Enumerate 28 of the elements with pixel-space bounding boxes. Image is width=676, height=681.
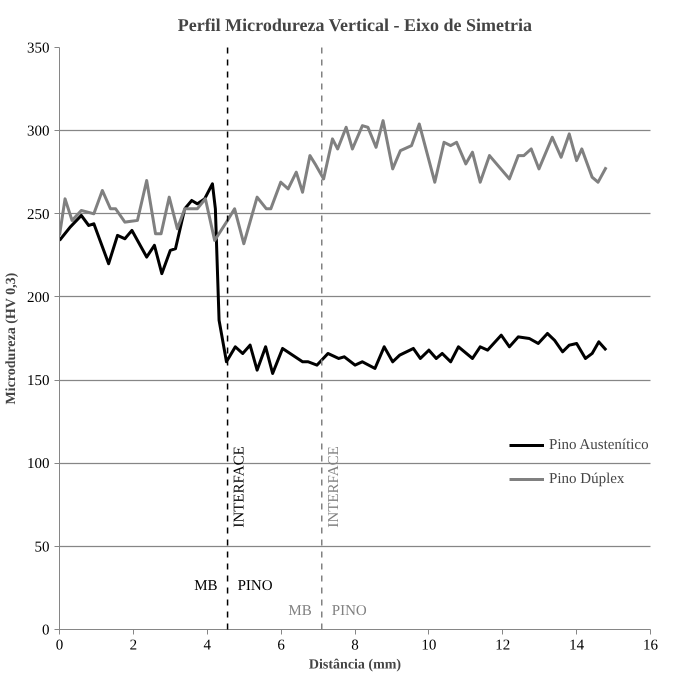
x-tick-label: 16: [643, 638, 658, 654]
y-tick-label: 50: [34, 539, 50, 556]
ref-line-label: INTERFACE: [232, 446, 248, 528]
x-tick-label: 2: [130, 638, 138, 654]
annotation: PINO: [332, 602, 367, 619]
legend-label: Pino Austenítico: [549, 436, 649, 454]
x-tick-label: 4: [204, 638, 212, 654]
y-tick-label: 100: [27, 456, 50, 472]
x-tick-label: 0: [56, 638, 64, 654]
y-axis-title: Microdureza (HV 0,3): [4, 272, 19, 405]
y-tick-label: 150: [27, 373, 50, 390]
ref-line-label: INTERFACE: [326, 446, 342, 528]
x-tick-label: 10: [421, 638, 436, 654]
x-axis-title: Distância (mm): [308, 658, 402, 672]
x-tick-label: 6: [277, 638, 286, 654]
y-tick-label: 0: [42, 622, 50, 638]
annotation: PINO: [238, 578, 273, 594]
x-tick-label: 14: [569, 638, 585, 654]
x-tick-label: 8: [351, 638, 359, 654]
annotation: MB: [288, 602, 312, 619]
y-tick-label: 350: [27, 40, 50, 56]
y-tick-label: 250: [27, 206, 50, 223]
y-tick-label: 200: [27, 290, 50, 306]
chart-title: Perfil Microdureza Vertical - Eixo de Simetria: [178, 15, 532, 35]
x-tick-label: 12: [495, 638, 510, 654]
annotation: MB: [194, 578, 218, 594]
y-tick-label: 300: [27, 124, 50, 140]
legend-label: Pino Dúplex: [549, 470, 624, 488]
